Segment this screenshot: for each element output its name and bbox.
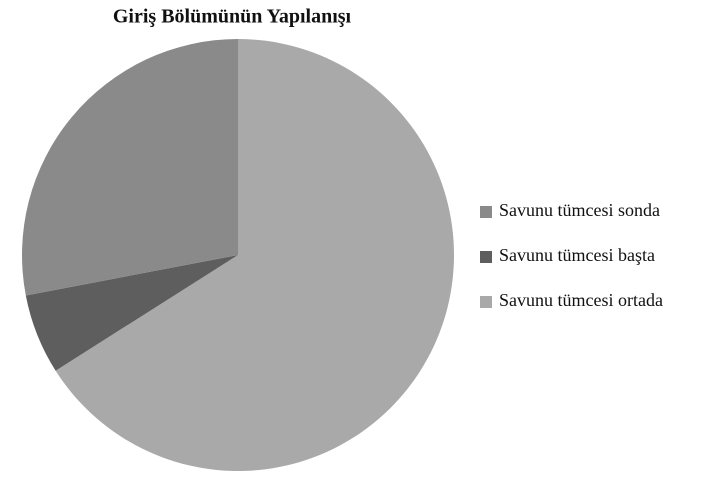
- legend-label: Savunu tümcesi başta: [499, 245, 655, 265]
- pie-slice: [55, 39, 454, 472]
- legend-label: Savunu tümcesi sonda: [499, 200, 660, 220]
- legend-swatch: [480, 206, 492, 218]
- pie-slice: [21, 39, 238, 296]
- legend-swatch: [480, 251, 492, 263]
- legend-swatch: [480, 296, 492, 308]
- pie-slice: [25, 255, 238, 371]
- legend-label: Savunu tümcesi ortada: [499, 290, 663, 310]
- chart-title: Giriş Bölümünün Yapılanışı: [113, 6, 352, 28]
